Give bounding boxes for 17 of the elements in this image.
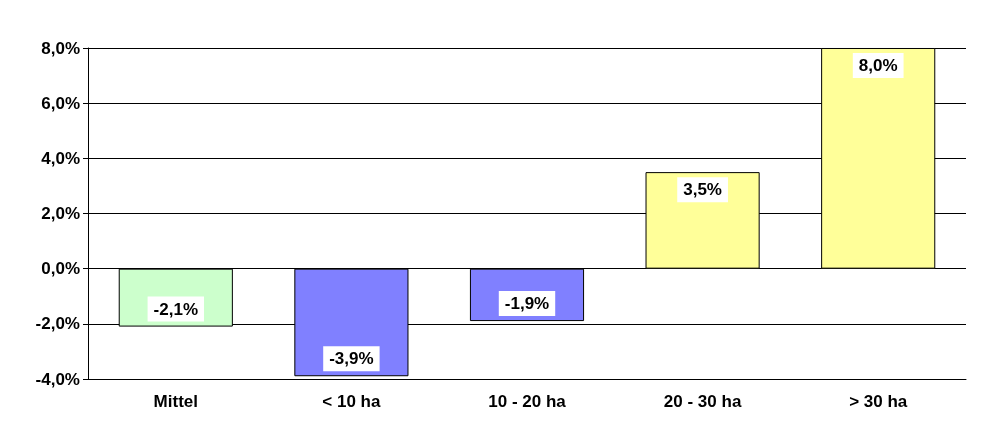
y-tick-label: 0,0% (41, 259, 80, 279)
y-tick-label: -4,0% (35, 369, 80, 389)
y-tick-label: 6,0% (41, 93, 80, 113)
data-label: -2,1% (153, 299, 199, 319)
x-tick-label: > 30 ha (849, 392, 908, 411)
y-tick-label: 4,0% (41, 148, 80, 168)
y-tick-label: -2,0% (35, 314, 80, 334)
data-label: -1,9% (504, 294, 550, 314)
x-tick-label: < 10 ha (322, 392, 381, 411)
x-tick-label: 10 - 20 ha (488, 392, 567, 411)
x-tick-label: Mittel (153, 392, 198, 411)
data-label: -3,9% (329, 349, 374, 369)
y-tick-label: 8,0% (41, 38, 80, 58)
data-label: 3,5% (683, 180, 722, 200)
x-tick-label: 20 - 30 ha (663, 392, 742, 411)
data-label: 8,0% (858, 56, 898, 75)
y-tick-label: 2,0% (41, 204, 80, 223)
